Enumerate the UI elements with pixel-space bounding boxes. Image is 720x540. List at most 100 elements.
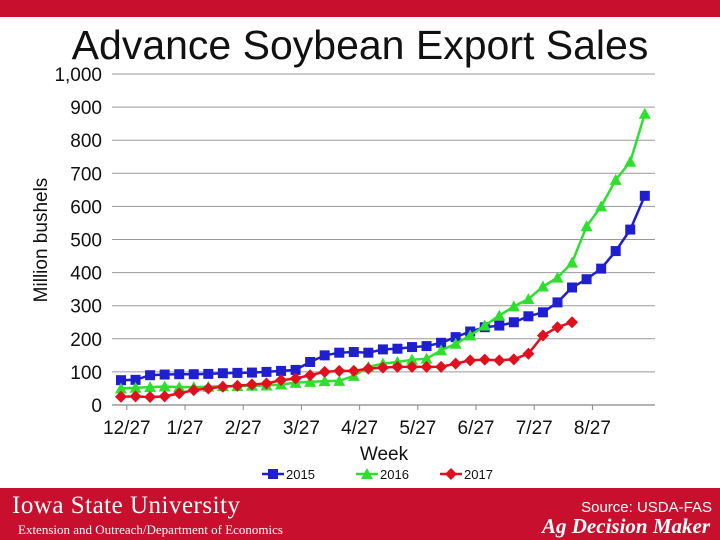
y-tick-label: 800	[70, 131, 102, 152]
data-point	[551, 271, 564, 283]
data-point	[231, 379, 244, 392]
data-point	[245, 378, 258, 391]
axis-layer: 0 100 200 300 400 500 600 700 800 900 1,000 12/27 1/…	[31, 65, 655, 465]
data-point	[536, 280, 549, 292]
data-point	[130, 374, 141, 385]
data-point	[377, 344, 388, 355]
y-axis-title: Million bushels	[31, 178, 52, 303]
data-point	[407, 342, 417, 353]
y-tick-label: 600	[70, 197, 102, 218]
data-point	[406, 353, 418, 365]
data-point	[173, 381, 186, 393]
slide-title: Advance Soybean Export Sales	[71, 22, 649, 68]
data-point	[551, 321, 564, 334]
data-point	[289, 372, 302, 385]
x-tick-label: 12/27	[103, 418, 151, 439]
y-tick-label: 500	[70, 231, 102, 252]
data-point	[420, 352, 433, 364]
data-point	[435, 344, 448, 356]
data-point	[333, 374, 346, 386]
data-point	[580, 220, 593, 232]
data-point	[159, 369, 170, 380]
x-axis-title: Week	[360, 444, 409, 465]
data-point	[436, 337, 447, 348]
data-point	[216, 380, 229, 393]
data-point	[421, 341, 432, 352]
data-point	[493, 354, 506, 367]
x-tick-label: 6/27	[458, 418, 495, 439]
data-point	[566, 316, 579, 329]
data-point	[129, 390, 142, 403]
y-tick-label: 0	[91, 396, 102, 417]
data-point	[363, 347, 374, 358]
data-point	[276, 365, 287, 376]
source-text: Source: USDA-FAS	[581, 499, 712, 516]
data-point	[115, 382, 127, 394]
data-point	[391, 360, 404, 373]
y-tick-label: 700	[70, 164, 102, 185]
grid-layer	[112, 73, 655, 373]
data-point	[362, 362, 375, 375]
data-point	[318, 365, 331, 378]
data-point	[188, 369, 199, 380]
data-point	[304, 369, 317, 382]
data-point	[305, 356, 316, 367]
y-tick-label: 300	[70, 297, 102, 318]
data-point	[464, 354, 477, 367]
legend-item: 2016	[356, 467, 409, 482]
data-point	[144, 381, 157, 393]
legend-marker	[445, 468, 457, 480]
footer-bar	[0, 488, 720, 540]
data-point	[507, 353, 520, 366]
data-point	[392, 343, 403, 354]
data-point	[449, 357, 462, 370]
data-point	[246, 367, 257, 378]
data-point	[537, 307, 548, 318]
legend-item: 2015	[262, 467, 315, 482]
data-point	[624, 155, 637, 167]
data-point	[318, 375, 331, 387]
data-point	[260, 377, 273, 390]
y-tick-label: 100	[70, 363, 102, 384]
x-tick-label: 3/27	[283, 418, 320, 439]
data-point	[581, 274, 592, 285]
legend-marker	[361, 468, 373, 479]
legend: 2015 2016 2017	[262, 467, 493, 482]
data-point	[507, 300, 520, 312]
data-point	[129, 381, 142, 393]
data-point	[174, 369, 185, 380]
data-point	[333, 364, 346, 377]
legend-item: 2017	[440, 467, 493, 482]
data-point	[523, 311, 534, 322]
data-point	[116, 375, 126, 386]
data-point	[639, 190, 650, 201]
data-point	[435, 360, 448, 373]
data-point	[478, 319, 491, 331]
y-tick-label: 1,000	[54, 65, 102, 86]
x-tick-label: 4/27	[341, 418, 378, 439]
data-point	[596, 263, 607, 274]
data-point	[464, 329, 477, 341]
data-point	[420, 360, 433, 373]
data-point	[478, 353, 491, 366]
data-point	[609, 173, 622, 185]
data-point	[406, 360, 418, 373]
data-point	[232, 367, 243, 378]
data-point	[638, 107, 651, 119]
data-point	[158, 390, 171, 403]
series-2015	[116, 190, 650, 386]
legend-label: 2015	[286, 467, 315, 482]
data-point	[348, 347, 359, 358]
data-point	[275, 374, 288, 387]
data-point	[158, 380, 171, 392]
department-text: Extension and Outreach/Department of Eco…	[18, 522, 283, 537]
data-point	[290, 364, 301, 375]
y-tick-label: 900	[70, 98, 102, 119]
data-point	[566, 256, 579, 268]
data-point	[187, 384, 200, 397]
data-point	[145, 370, 156, 381]
data-point	[610, 246, 621, 257]
data-point	[261, 366, 272, 377]
data-point	[449, 337, 462, 349]
data-point	[347, 364, 360, 377]
